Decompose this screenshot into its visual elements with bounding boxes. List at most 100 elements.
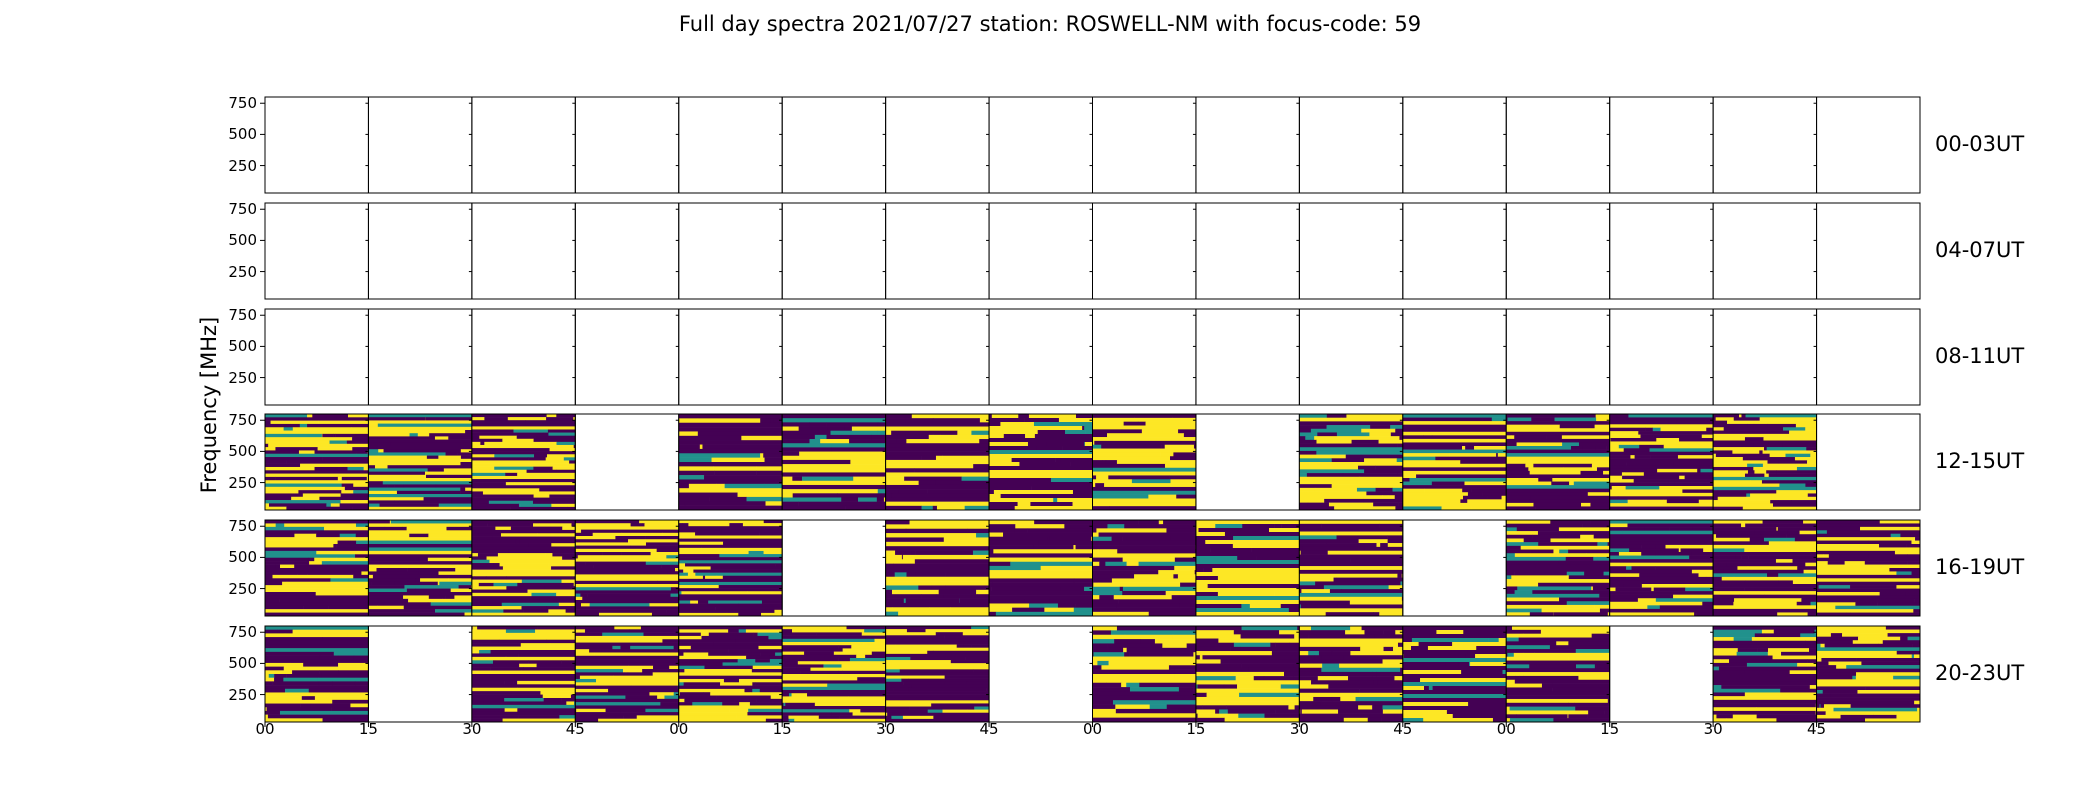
spectrum-cell	[720, 682, 753, 686]
spectrum-cell	[523, 444, 575, 449]
spectrum-cell	[1756, 707, 1817, 712]
spectrum-cell	[471, 426, 576, 430]
spectrum-cell	[409, 433, 419, 437]
spectrum-cell	[575, 642, 680, 647]
spectrum-cell	[1713, 559, 1744, 563]
spectrum-cell	[471, 543, 529, 547]
spectrum-cell	[1482, 492, 1504, 497]
spectrum-cell	[1568, 641, 1610, 646]
spectrum-cell	[1193, 687, 1197, 692]
spectrum-cell	[368, 468, 428, 472]
spectrum-cell	[898, 611, 990, 617]
spectrum-panel	[988, 413, 1093, 511]
spectrum-cell	[1816, 675, 1853, 680]
spectrum-cell	[567, 579, 576, 584]
spectrum-cell	[1590, 520, 1610, 524]
spectrum-cell	[1698, 573, 1714, 578]
spectrum-cell	[1538, 478, 1553, 482]
spectrum-cell	[893, 687, 910, 692]
spectrum-cell	[268, 443, 347, 448]
spectrum-cell	[1772, 655, 1817, 660]
spectrum-cell	[1404, 417, 1483, 422]
spectrum-cell	[1299, 425, 1327, 430]
spectrum-cell	[1109, 506, 1197, 511]
spectrum-cell	[621, 532, 663, 537]
spectrum-cell	[1509, 718, 1554, 723]
spectrum-cell	[328, 605, 369, 610]
spectrum-cell	[1673, 594, 1714, 599]
spectrum-cell	[575, 580, 658, 585]
spectrum-cell	[894, 572, 907, 578]
panel-frame	[574, 413, 680, 511]
spectrum-cell	[782, 699, 886, 704]
spectrum-cell	[746, 655, 770, 660]
spectrum-cell	[1713, 651, 1726, 656]
spectrum-cell	[582, 593, 588, 598]
panel-frame	[1712, 96, 1818, 194]
spectrum-cell	[265, 486, 288, 491]
spectrum-cell	[885, 672, 908, 676]
spectrum-cell	[1092, 540, 1197, 546]
spectrum-cell	[506, 656, 576, 661]
spectrum-cell	[1744, 548, 1792, 553]
spectrum-cell	[333, 651, 369, 656]
spectrum-cell	[1569, 481, 1575, 486]
spectrum-cell	[1594, 424, 1610, 429]
spectrum-cell	[885, 418, 907, 423]
spectrum-cell	[460, 487, 466, 492]
spectrum-cell	[547, 454, 576, 458]
spectrum-cell	[1148, 611, 1154, 617]
spectrum-cell	[1609, 608, 1635, 613]
spectrum-panel	[1816, 96, 1921, 194]
spectrum-cell	[1716, 569, 1724, 574]
spectrum-cell	[1762, 450, 1817, 455]
spectrum-cell	[517, 582, 575, 587]
spectrum-cell	[1630, 455, 1635, 459]
spectrum-cell	[1024, 418, 1060, 423]
spectrum-cell	[1531, 417, 1555, 422]
spectrum-cell	[818, 715, 820, 720]
spectrum-cell	[1311, 589, 1331, 594]
spectrum-cell	[1741, 414, 1746, 418]
spectrum-cell	[1195, 584, 1208, 589]
spectrum-cell	[1553, 718, 1560, 723]
spectrum-cell	[575, 539, 629, 543]
spectrum-cell	[885, 629, 908, 633]
spectrum-cell	[695, 532, 760, 536]
spectrum-cell	[1075, 603, 1093, 608]
spectrum-cell	[399, 478, 459, 482]
panel-frame	[471, 202, 576, 300]
spectrum-panel	[678, 202, 783, 300]
spectrum-cell	[399, 500, 453, 504]
spectrum-cell	[907, 672, 990, 676]
spectrum-cell	[471, 488, 540, 492]
spectrum-cell	[678, 672, 783, 676]
spectrum-cell	[383, 602, 429, 607]
spectrum-cell	[1195, 630, 1235, 635]
spectrum-cell	[905, 418, 934, 423]
spectrum-cell	[950, 660, 956, 664]
spectrum-cell	[1566, 601, 1610, 606]
spectrum-cell	[1379, 612, 1404, 617]
spectrum-cell	[1369, 713, 1404, 719]
x-tick-label: 45	[565, 720, 585, 738]
spectrum-cell	[1816, 598, 1857, 603]
spectrum-cell	[1578, 442, 1610, 447]
spectrum-cell	[602, 632, 644, 637]
spectrum-cell	[509, 589, 528, 594]
spectrum-cell	[885, 638, 990, 642]
spectrum-cell	[744, 688, 753, 693]
spectrum-cell	[670, 593, 680, 598]
spectrum-cell	[713, 466, 757, 472]
spectrum-cell	[950, 607, 990, 612]
spectrum-cell	[652, 672, 680, 676]
spectrum-cell	[368, 523, 473, 528]
spectrum-cell	[1174, 565, 1197, 571]
spectrum-cell	[1299, 539, 1359, 544]
spectrum-cell	[756, 466, 783, 472]
spectrum-cell	[1713, 527, 1736, 531]
spectrum-cell	[575, 555, 579, 559]
spectrum-cell	[1911, 654, 1915, 659]
spectrum-cell	[989, 557, 1093, 563]
spectrum-cell	[885, 694, 990, 698]
